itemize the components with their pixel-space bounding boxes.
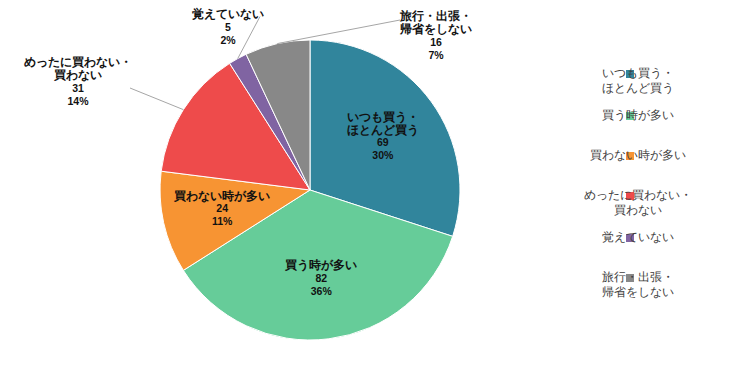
svg-text:めったに買わない・: めったに買わない・ (584, 189, 692, 202)
svg-text:旅行・出張・: 旅行・出張・ (602, 271, 674, 283)
svg-text:7%: 7% (428, 49, 444, 61)
svg-text:買う時が多い: 買う時が多い (284, 258, 357, 272)
svg-text:69: 69 (377, 136, 389, 148)
svg-text:覚えていない: 覚えていない (602, 230, 674, 244)
svg-text:14%: 14% (67, 95, 89, 107)
svg-text:11%: 11% (212, 215, 233, 227)
svg-text:買わない時が多い: 買わない時が多い (173, 189, 270, 203)
svg-text:帰省をしない: 帰省をしない (602, 286, 674, 299)
svg-text:いつも買う・: いつも買う・ (602, 67, 674, 80)
svg-text:買わない: 買わない (614, 204, 662, 217)
svg-text:5: 5 (225, 21, 231, 33)
svg-text:買わない時が多い: 買わない時が多い (590, 149, 686, 162)
svg-text:帰省をしない: 帰省をしない (399, 22, 472, 36)
svg-text:買わない: 買わない (53, 69, 102, 82)
svg-text:24: 24 (216, 202, 228, 214)
svg-text:ほとんど買う: ほとんど買う (347, 123, 419, 137)
svg-text:いつも買う・: いつも買う・ (347, 110, 419, 124)
svg-text:82: 82 (315, 272, 327, 284)
svg-text:16: 16 (430, 36, 442, 48)
svg-text:覚えていない: 覚えていない (192, 7, 264, 21)
svg-text:2%: 2% (220, 34, 236, 46)
svg-text:36%: 36% (311, 285, 333, 297)
svg-text:30%: 30% (372, 149, 394, 161)
svg-text:めったに買わない・: めったに買わない・ (24, 56, 132, 69)
svg-text:旅行・出張・: 旅行・出張・ (399, 9, 472, 22)
svg-text:買う時が多い: 買う時が多い (602, 109, 674, 122)
svg-text:ほとんど買う: ほとんど買う (602, 82, 674, 95)
svg-text:31: 31 (72, 82, 84, 94)
